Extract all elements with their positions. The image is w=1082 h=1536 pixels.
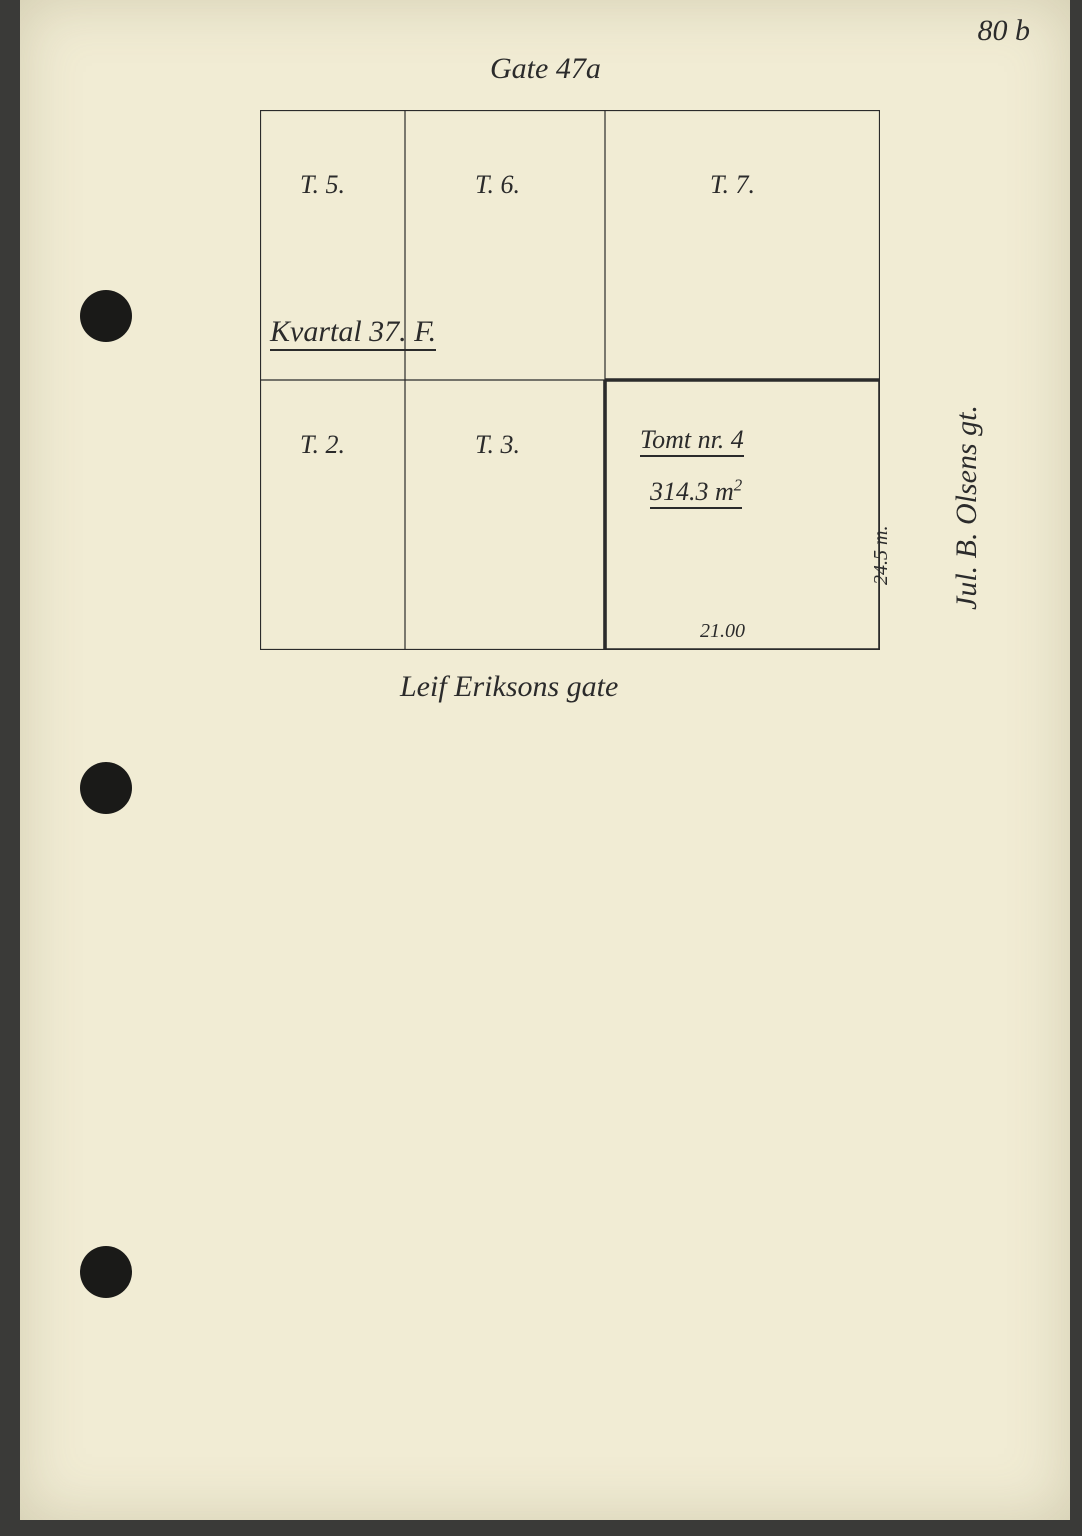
page-number: 80 b — [978, 14, 1031, 48]
scanned-page: 80 b Gate 47a Leif Eriksons gate Jul. B.… — [20, 0, 1070, 1520]
highlighted-lot-title: Tomt nr. 4 — [640, 425, 744, 455]
lot-width: 21.00 — [700, 620, 745, 643]
lot-height: 24.5 m. — [870, 526, 893, 585]
area-unit: m2 — [709, 477, 743, 506]
street-bottom-label: Leif Eriksons gate — [400, 670, 618, 704]
lot-label: T. 2. — [300, 430, 345, 460]
plot-diagram: Gate 47a Leif Eriksons gate Jul. B. Olse… — [260, 110, 880, 650]
area-value: 314.3 — [650, 477, 709, 506]
highlighted-lot-area-text: 314.3 m2 — [650, 477, 742, 509]
lot-label: T. 5. — [300, 170, 345, 200]
punch-hole-icon — [80, 762, 132, 814]
punch-hole-icon — [80, 290, 132, 342]
punch-hole-icon — [80, 1246, 132, 1298]
plot-grid — [260, 110, 880, 650]
street-right-label: Jul. B. Olsens gt. — [950, 405, 984, 610]
highlighted-lot-title-text: Tomt nr. 4 — [640, 425, 744, 457]
highlighted-lot-area: 314.3 m2 — [650, 475, 742, 507]
lot-label: T. 6. — [475, 170, 520, 200]
lot-label: T. 3. — [475, 430, 520, 460]
lot-label: T. 7. — [710, 170, 755, 200]
street-top-label: Gate 47a — [490, 52, 601, 86]
